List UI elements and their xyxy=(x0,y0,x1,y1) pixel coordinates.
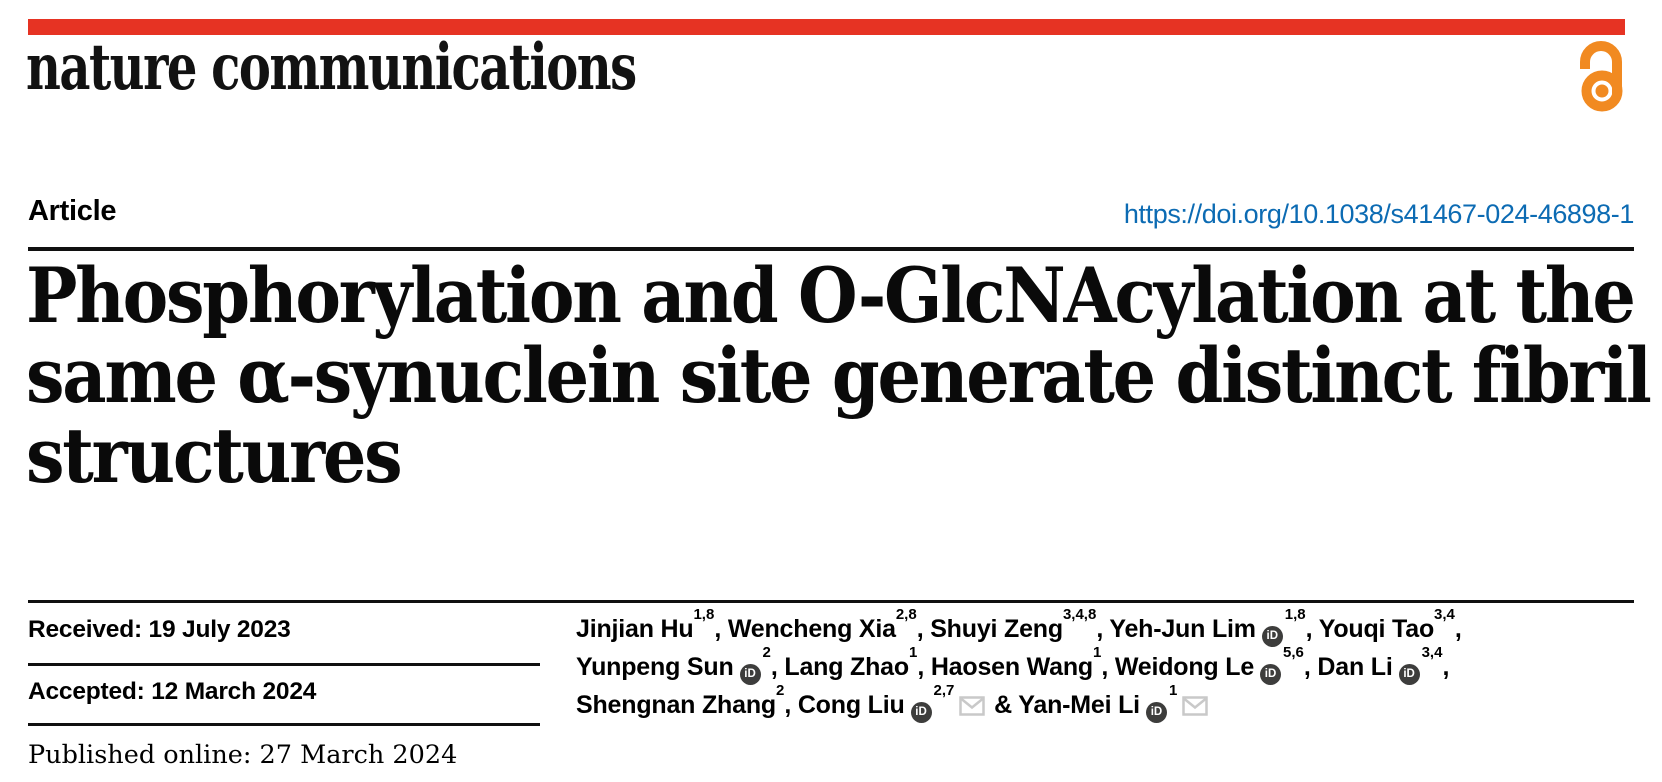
author-name: Shuyi Zeng xyxy=(930,615,1063,643)
author-name: Youqi Tao xyxy=(1318,615,1435,643)
affiliation-superscript: 1 xyxy=(1092,643,1102,661)
email-icon xyxy=(1182,696,1209,716)
received-date: Received: 19 July 2023 xyxy=(28,616,291,643)
header-divider xyxy=(28,600,1634,603)
orcid-icon: iD xyxy=(1145,702,1167,723)
affiliation-superscript: 5,6 xyxy=(1283,643,1304,661)
author-name: Wencheng Xia xyxy=(727,615,896,643)
journal-logo: nature communications xyxy=(26,30,637,105)
orcid-icon: iD xyxy=(1398,664,1420,685)
history-divider xyxy=(28,723,540,726)
affiliation-superscript: 1,8 xyxy=(1284,605,1306,623)
orcid-icon: iD xyxy=(910,702,932,723)
author-name: Yan-Mei Li xyxy=(1018,691,1140,719)
affiliation-superscript: 2 xyxy=(775,681,785,699)
affiliation-superscript: 3,4 xyxy=(1434,605,1455,623)
author-name: Cong Liu xyxy=(797,691,905,719)
orcid-icon: iD xyxy=(739,664,761,685)
published-date: Published online: 27 March 2024 xyxy=(28,740,458,770)
author-name: Shengnan Zhang xyxy=(576,691,776,719)
affiliation-superscript: 1 xyxy=(908,643,918,661)
author-name: Jinjian Hu xyxy=(576,615,694,643)
open-access-icon xyxy=(1580,41,1623,112)
orcid-icon: iD xyxy=(1261,626,1283,647)
author-line: Jinjian Hu1,8, Wencheng Xia2,8, Shuyi Ze… xyxy=(576,607,1636,648)
article-title-line: same α-synuclein site generate distinct … xyxy=(26,331,1652,420)
author-name: Lang Zhao xyxy=(784,653,909,681)
article-title-line: structures xyxy=(26,411,403,500)
author-name: Yunpeng Sun xyxy=(576,653,734,681)
article-title: Phosphorylation and O-GlcNAcylation at t… xyxy=(26,251,1652,500)
affiliation-superscript: 2,8 xyxy=(895,605,917,623)
doi-link[interactable]: https://doi.org/10.1038/s41467-024-46898… xyxy=(1123,199,1635,229)
author-name: Haosen Wang xyxy=(930,653,1093,681)
affiliation-superscript: 3,4 xyxy=(1421,643,1443,661)
article-title-line: Phosphorylation and O-GlcNAcylation at t… xyxy=(26,251,1636,340)
author-name: Yeh-Jun Lim xyxy=(1109,615,1256,643)
affiliation-superscript: 1,8 xyxy=(693,605,715,623)
history-divider xyxy=(28,663,540,666)
affiliation-superscript: 2,7 xyxy=(933,681,955,699)
author-name: Weidong Le xyxy=(1114,653,1255,681)
orcid-icon: iD xyxy=(1260,664,1282,685)
brand-color-bar xyxy=(28,19,1625,35)
author-lines: Jinjian Hu1,8, Wencheng Xia2,8, Shuyi Ze… xyxy=(576,607,1636,724)
author-line: Shengnan Zhang2, Cong Liu iD2,7 & Yan-Mei… xyxy=(576,683,1636,724)
affiliation-superscript: 1 xyxy=(1168,681,1178,699)
email-icon xyxy=(959,696,986,716)
article-type-label: Article xyxy=(28,195,117,227)
affiliation-superscript: 2 xyxy=(762,643,771,661)
author-name: Dan Li xyxy=(1317,653,1393,681)
accepted-date: Accepted: 12 March 2024 xyxy=(28,678,317,705)
author-line: Yunpeng Sun iD2, Lang Zhao1, Haosen Wang1… xyxy=(576,645,1636,686)
affiliation-superscript: 3,4,8 xyxy=(1062,605,1097,623)
title-divider xyxy=(28,247,1634,251)
